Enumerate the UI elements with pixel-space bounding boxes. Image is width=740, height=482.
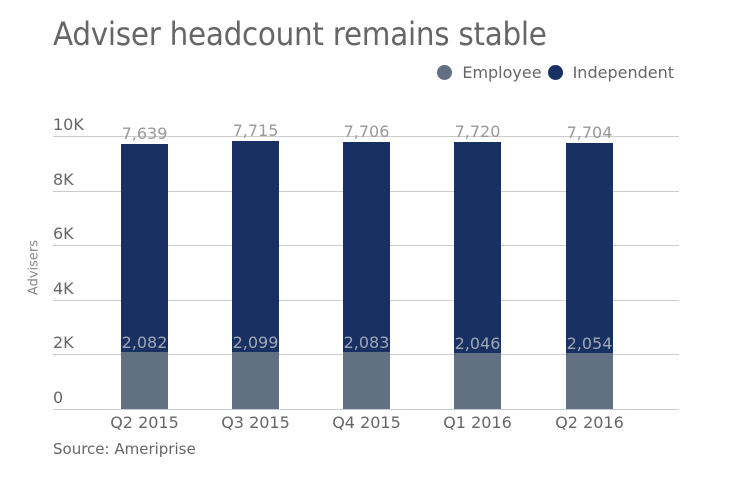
bar-independent[interactable] [343,141,390,353]
legend-label-employee: Employee [462,63,542,82]
employee-dot-icon [437,65,453,80]
employee-value-label: 2,046 [454,334,501,354]
gridline [53,136,679,137]
y-tick-label: 6K [53,224,74,243]
x-tick-label: Q3 2015 [221,413,290,432]
y-tick-label: 4K [53,279,74,298]
bar-employee[interactable] [454,353,501,409]
bar-employee[interactable] [121,352,168,409]
y-tick-label: 0 [53,388,64,407]
x-tick-label: Q4 2015 [332,413,401,432]
independent-value-label: 7,720 [454,122,501,142]
bar-independent[interactable] [566,142,613,353]
source-note: Source: Ameriprise [53,440,196,458]
legend: Employee Independent [431,63,674,82]
employee-value-label: 2,054 [566,333,613,353]
legend-item-employee[interactable]: Employee [437,63,542,82]
independent-value-label: 7,706 [343,121,390,141]
employee-value-label: 2,099 [232,332,279,352]
bar-independent[interactable] [454,142,501,354]
independent-value-label: 7,715 [232,121,279,141]
x-tick-label: Q2 2015 [110,413,179,432]
legend-label-independent: Independent [572,63,674,82]
bar-independent[interactable] [232,141,279,352]
y-tick-label: 2K [53,333,74,352]
bar-employee[interactable] [566,352,613,409]
gridline [53,409,679,410]
independent-dot-icon [547,65,563,80]
x-tick-label: Q2 2016 [555,413,624,432]
bar-independent[interactable] [121,143,168,353]
employee-value-label: 2,083 [343,333,390,353]
y-tick-label: 8K [53,170,74,189]
bar-employee[interactable] [343,352,390,409]
independent-value-label: 7,704 [566,122,613,142]
legend-item-independent[interactable]: Independent [547,63,674,82]
employee-value-label: 2,082 [121,333,168,353]
bar-employee[interactable] [232,351,279,409]
x-tick-label: Q1 2016 [443,413,512,432]
chart-title: Adviser headcount remains stable [53,15,547,53]
independent-value-label: 7,639 [121,123,168,143]
y-tick-label: 10K [53,115,84,134]
